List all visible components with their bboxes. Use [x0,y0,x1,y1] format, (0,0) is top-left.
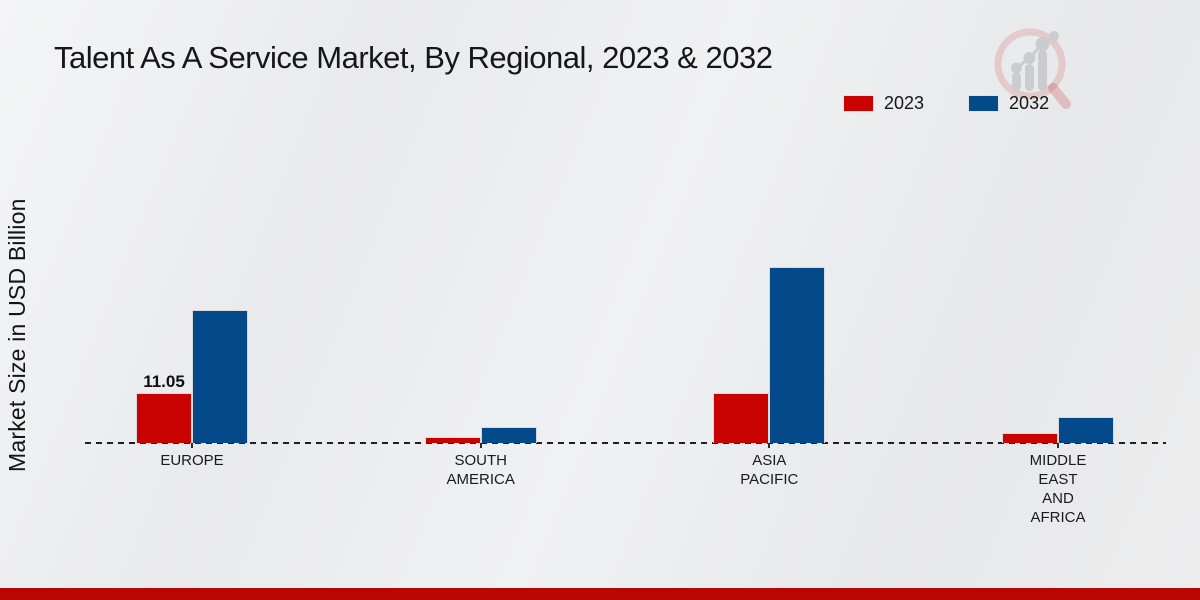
chart-title: Talent As A Service Market, By Regional,… [54,40,773,75]
legend-item-2023: 2023 [843,93,924,114]
bar-2032-europe [192,309,248,443]
bar-2032-middle-east-and-africa [1058,417,1114,443]
bar-value-label-2023-europe: 11.05 [143,372,185,391]
x-tick-asia-pacific [768,443,771,448]
category-label-asia-pacific: ASIA PACIFIC [740,452,799,488]
legend-swatch-2023 [843,95,874,112]
category-label-europe: EUROPE [160,452,224,469]
bar-2032-asia-pacific [769,266,826,443]
bar-2023-asia-pacific [713,393,770,443]
legend: 2023 2032 [843,93,1049,114]
legend-label-2023: 2023 [884,93,925,113]
x-tick-middle-east-and-africa [1057,443,1059,448]
footer-accent-bar [0,588,1200,600]
category-label-south-america: SOUTH AMERICA [446,452,515,488]
bar-2023-europe [136,393,192,443]
bar-2023-south-america [424,437,481,443]
x-tick-europe [191,443,193,448]
category-label-middle-east-and-africa: MIDDLE EAST AND AFRICA [1029,452,1087,526]
legend-item-2032: 2032 [968,93,1049,114]
bar-2032-south-america [480,427,537,443]
brand-logo-watermark [994,28,1071,109]
legend-label-2032: 2032 [1009,93,1050,113]
bar-2023-middle-east-and-africa [1002,433,1058,443]
x-tick-south-america [479,443,482,448]
legend-swatch-2032 [968,95,1000,112]
x-axis-dashed-line [85,442,1166,444]
